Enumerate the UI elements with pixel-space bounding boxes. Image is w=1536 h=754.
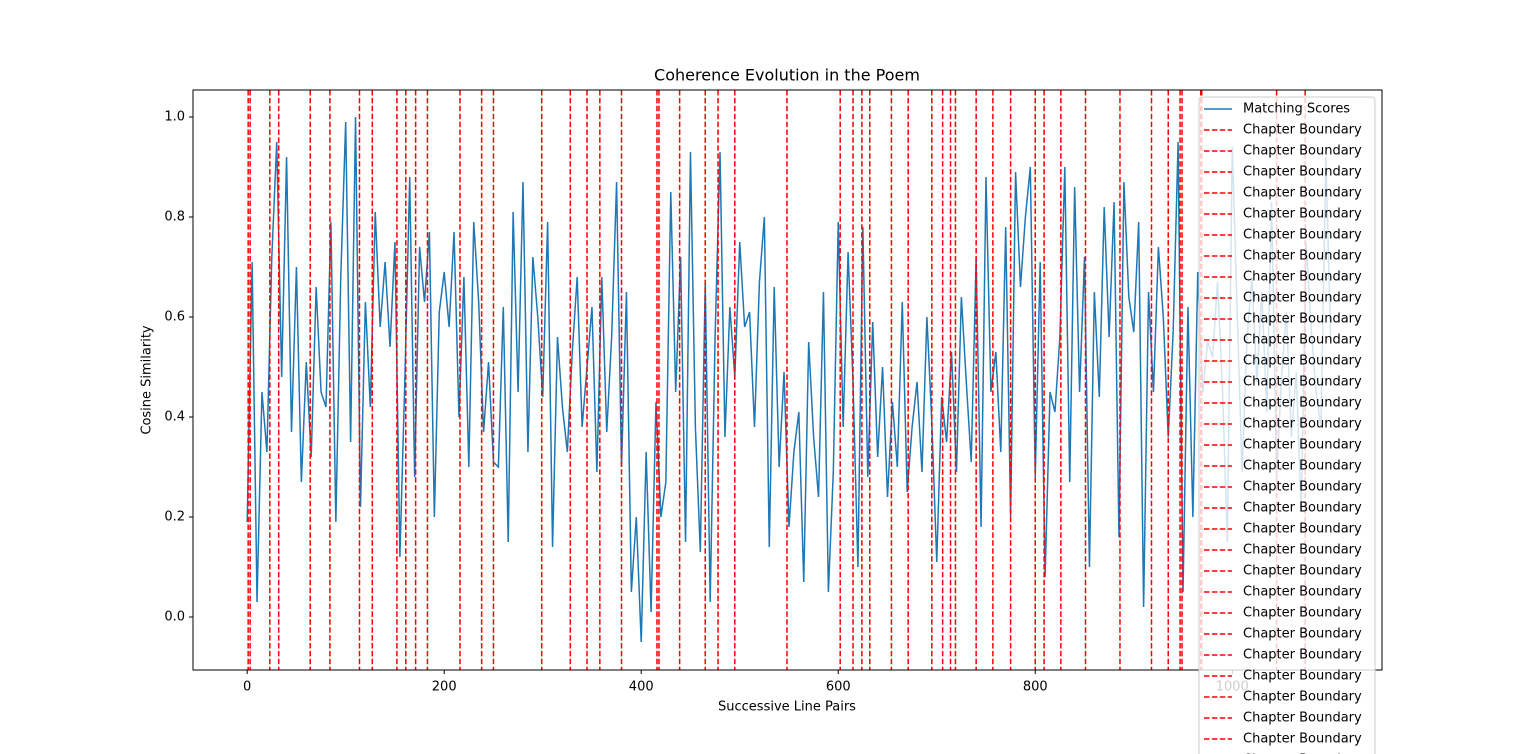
legend-label: Chapter Boundary xyxy=(1243,459,1362,474)
x-axis-label: Successive Line Pairs xyxy=(718,700,856,715)
x-tick-label: 800 xyxy=(1023,680,1048,695)
legend-label: Chapter Boundary xyxy=(1243,732,1362,747)
legend-label: Chapter Boundary xyxy=(1243,123,1362,138)
legend-label: Chapter Boundary xyxy=(1243,396,1362,411)
legend-label: Chapter Boundary xyxy=(1243,648,1362,663)
x-tick-label: 400 xyxy=(629,680,654,695)
legend-label: Chapter Boundary xyxy=(1243,228,1362,243)
y-axis-label: Cosine Similarity xyxy=(140,325,155,435)
legend-label: Chapter Boundary xyxy=(1243,606,1362,621)
chart-title: Coherence Evolution in the Poem xyxy=(654,66,920,85)
y-tick-label: 0.0 xyxy=(164,610,185,625)
legend-label: Chapter Boundary xyxy=(1243,564,1362,579)
y-tick-label: 0.6 xyxy=(164,310,185,325)
legend-label: Chapter Boundary xyxy=(1243,711,1362,726)
legend-label: Chapter Boundary xyxy=(1243,690,1362,705)
x-tick-label: 600 xyxy=(826,680,851,695)
legend-label: Matching Scores xyxy=(1243,102,1350,117)
legend-label: Chapter Boundary xyxy=(1243,186,1362,201)
legend-label: Chapter Boundary xyxy=(1243,375,1362,390)
legend-label: Chapter Boundary xyxy=(1243,333,1362,348)
legend-label: Chapter Boundary xyxy=(1243,543,1362,558)
y-tick-label: 0.4 xyxy=(164,410,185,425)
x-tick-label: 0 xyxy=(243,680,251,695)
y-tick-label: 1.0 xyxy=(164,110,185,125)
legend-label: Chapter Boundary xyxy=(1243,417,1362,432)
legend-label: Chapter Boundary xyxy=(1243,312,1362,327)
plot-frame xyxy=(192,89,1383,671)
y-tick-label: 0.8 xyxy=(164,210,185,225)
x-tick-label: 200 xyxy=(432,680,457,695)
legend-label: Chapter Boundary xyxy=(1243,501,1362,516)
legend-label: Chapter Boundary xyxy=(1243,291,1362,306)
legend-box xyxy=(1198,96,1376,754)
legend-label: Chapter Boundary xyxy=(1243,165,1362,180)
legend-label: Chapter Boundary xyxy=(1243,438,1362,453)
legend-label: Chapter Boundary xyxy=(1243,249,1362,264)
legend-label: Chapter Boundary xyxy=(1243,144,1362,159)
y-tick-label: 0.2 xyxy=(164,510,185,525)
legend-label: Chapter Boundary xyxy=(1243,585,1362,600)
legend-label: Chapter Boundary xyxy=(1243,270,1362,285)
legend-label: Chapter Boundary xyxy=(1243,627,1362,642)
legend-label: Chapter Boundary xyxy=(1243,669,1362,684)
data-line xyxy=(246,116,1332,643)
legend-label: Chapter Boundary xyxy=(1243,522,1362,537)
legend-label: Chapter Boundary xyxy=(1243,480,1362,495)
legend-label: Chapter Boundary xyxy=(1243,753,1362,754)
legend-label: Chapter Boundary xyxy=(1243,354,1362,369)
legend-label: Chapter Boundary xyxy=(1243,207,1362,222)
